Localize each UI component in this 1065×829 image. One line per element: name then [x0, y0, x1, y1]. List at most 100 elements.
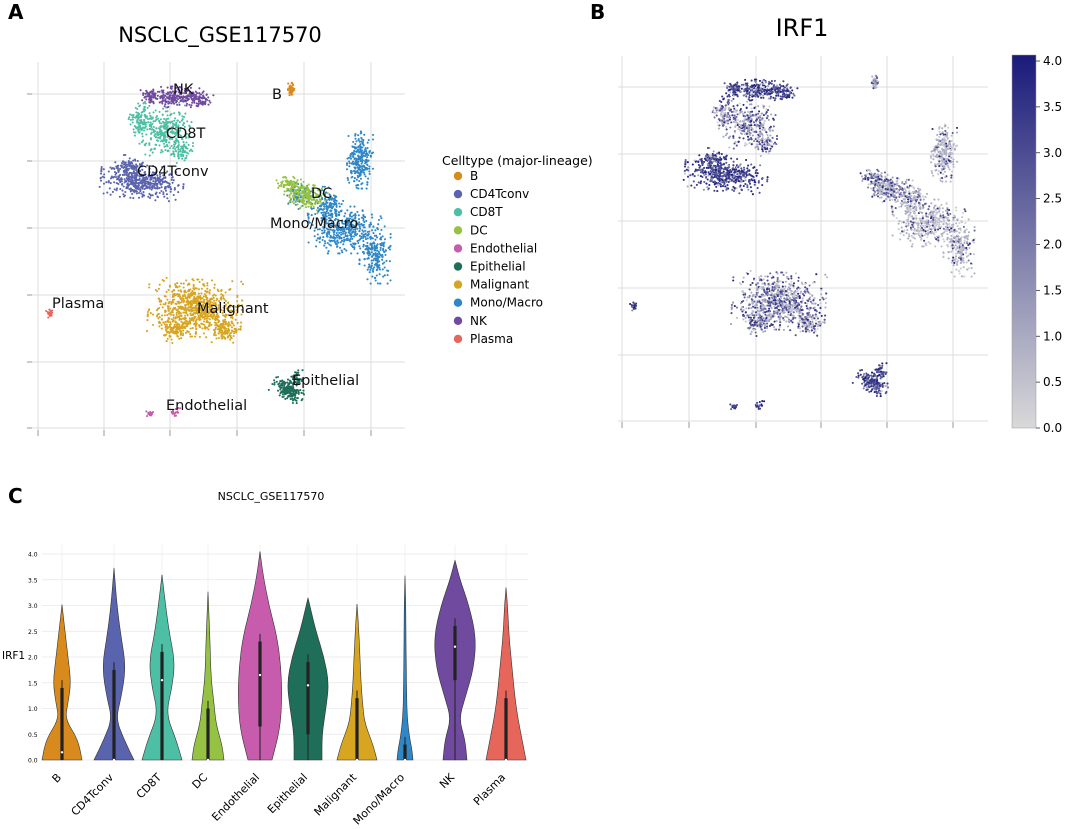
violin-box	[403, 744, 407, 760]
violin-box	[112, 669, 116, 760]
cluster-label: Endothelial	[166, 398, 247, 414]
cluster-label: Plasma	[52, 296, 104, 312]
cluster-plasma	[45, 308, 54, 319]
violin-median	[112, 758, 116, 762]
legend-label: CD4Tconv	[470, 187, 529, 201]
cluster-cd8t	[127, 100, 195, 165]
violin-body	[336, 603, 378, 761]
violin-box	[160, 651, 164, 760]
colorbar-tick-label: 3.5	[1043, 100, 1062, 114]
cluster-label: B	[272, 87, 282, 103]
cluster-b	[286, 81, 296, 97]
legend-label: Endothelial	[470, 241, 537, 255]
violin-xtick-label: NK	[437, 770, 458, 791]
violin-xtick-label: Endothelial	[209, 771, 262, 824]
legend-title: Celltype (major-lineage)	[442, 153, 593, 168]
violin-ytick-label: 1.5	[28, 680, 38, 687]
legend-marker	[453, 244, 463, 253]
violin-xtick-label: CD8T	[134, 771, 165, 802]
colorbar	[1011, 54, 1037, 429]
violin-xtick-label: Mono/Macro	[351, 771, 408, 828]
violin-box	[453, 626, 457, 681]
irf1-title: IRF1	[776, 14, 829, 42]
violin-ytick-label: 2.5	[28, 629, 38, 636]
cluster-dc	[275, 175, 329, 215]
cluster-malignant	[145, 276, 245, 345]
colorbar-tick-label: 2.5	[1043, 192, 1062, 206]
umap-cluster-labels: NK B CD8T CD4Tconv DC Mono/Macro Plasma Maligna…	[52, 82, 359, 414]
violin-median	[160, 678, 164, 682]
irf1-cluster-mono-macro	[870, 123, 976, 278]
irf1-cluster-b	[870, 74, 880, 90]
irf1-cluster-epithelial	[851, 362, 890, 398]
umap-title: NSCLC_GSE117570	[118, 23, 322, 48]
umap-points	[45, 81, 392, 418]
legend-marker	[453, 280, 463, 289]
colorbar-tick-label: 0.5	[1043, 375, 1062, 389]
irf1-cluster-dc	[859, 168, 913, 208]
legend-label: CD8T	[470, 205, 503, 219]
irf1-cluster-nk	[723, 78, 799, 102]
umap-legend: Celltype (major-lineage) B CD4Tconv CD8T DC…	[442, 153, 593, 346]
violin-xtick-label: Plasma	[471, 771, 508, 808]
violin-xtick-label: CD4Tconv	[69, 771, 117, 819]
panel-label-b: B	[590, 0, 605, 24]
violin-title: NSCLC_GSE117570	[218, 490, 325, 503]
violin-ytick-label: 2.0	[28, 655, 38, 662]
irf1-grid	[618, 56, 988, 428]
violins	[41, 551, 527, 762]
violin-box	[60, 687, 64, 760]
legend-label: B	[470, 169, 478, 183]
violin-ytick-label: 3.5	[28, 577, 38, 584]
violin-box	[504, 698, 508, 760]
legend-item: B	[453, 169, 478, 183]
violin-median	[258, 673, 262, 677]
cluster-cd4tconv	[98, 153, 185, 203]
violin-median	[306, 684, 310, 687]
violin-xticks: B CD4Tconv CD8T DC Endothelial Epithelial Mali…	[50, 770, 509, 827]
panel-label-a: A	[8, 0, 24, 24]
legend-item: CD4Tconv	[453, 187, 529, 201]
violin-yticks: 0.0 0.5 1.0 1.5 2.0 2.5 3.0 3.5 4.0	[28, 552, 38, 765]
violin-median	[453, 645, 457, 648]
legend-marker	[453, 298, 463, 307]
legend-item: Plasma	[453, 332, 513, 346]
colorbar-tick-label: 0.0	[1043, 421, 1062, 435]
legend-marker	[453, 189, 463, 199]
violin-epithelial	[287, 597, 329, 761]
violin-xtick-label: B	[50, 771, 65, 786]
legend-label: Malignant	[470, 278, 530, 292]
colorbar-tick-label: 4.0	[1043, 54, 1062, 68]
legend-item: Mono/Macro	[453, 296, 543, 310]
legend-item: Endothelial	[453, 241, 537, 255]
violin-dc	[191, 591, 225, 762]
legend-label: Epithelial	[470, 260, 526, 274]
cluster-label: Mono/Macro	[270, 216, 358, 232]
violin-cd4tconv	[93, 567, 135, 762]
violin-ylabel: IRF1	[2, 650, 25, 662]
colorbar-tick-label: 3.0	[1043, 146, 1062, 160]
legend-label: NK	[470, 314, 488, 328]
violin-median	[403, 758, 407, 762]
legend-item: NK	[453, 314, 488, 328]
colorbar-tick-label: 2.0	[1043, 238, 1062, 252]
violin-body	[396, 575, 414, 761]
irf1-cluster-endothelial	[729, 400, 766, 411]
violin-xtick-label: DC	[190, 771, 211, 792]
cluster-label: Epithelial	[292, 373, 359, 389]
legend-marker	[453, 171, 463, 181]
colorbar-tick-label: 1.0	[1043, 329, 1062, 343]
violin-box	[306, 662, 310, 735]
colorbar-tick-label: 1.5	[1043, 283, 1062, 297]
cluster-endothelial	[145, 407, 182, 418]
legend-marker	[453, 316, 463, 325]
violin-xtick-label: Malignant	[312, 770, 360, 818]
legend-marker	[453, 226, 463, 235]
violin-ytick-label: 1.0	[28, 706, 38, 713]
legend-label: DC	[470, 223, 488, 237]
cluster-mono-macro	[286, 130, 392, 285]
violin-xtick-label: Epithelial	[265, 771, 310, 816]
violin-ytick-label: 3.0	[28, 603, 38, 610]
violin-nk	[434, 560, 476, 761]
